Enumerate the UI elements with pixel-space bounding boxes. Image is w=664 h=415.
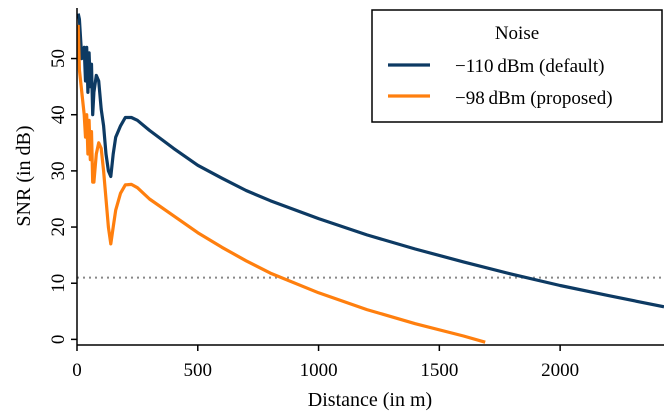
x-tick-label: 500	[184, 360, 213, 381]
x-axis-title: Distance (in m)	[308, 389, 432, 411]
y-tick-label: 50	[48, 49, 69, 68]
tick-labels: 0 500 1000 1500 2000 0 10 20 30 40 50	[48, 49, 579, 381]
y-axis-title: SNR (in dB)	[13, 125, 35, 226]
legend: Noise −110 dBm (default) −98 dBm (propos…	[371, 9, 663, 123]
x-tick-label: 0	[72, 360, 82, 381]
axes	[76, 8, 664, 346]
series-line-proposed	[77, 24, 486, 344]
legend-entry-default: −110 dBm (default)	[455, 56, 604, 77]
y-tick-label: 40	[48, 105, 69, 124]
y-tick-label: 20	[48, 218, 69, 237]
legend-entry-proposed: −98 dBm (proposed)	[455, 88, 613, 109]
y-tick-label: 30	[48, 161, 69, 180]
legend-title: Noise	[495, 23, 539, 44]
x-tick-label: 1000	[300, 360, 338, 381]
series-line-default	[77, 13, 664, 309]
x-tick-label: 1500	[420, 360, 458, 381]
y-tick-label: 0	[48, 335, 69, 345]
x-tick-label: 2000	[541, 360, 579, 381]
series-lines	[77, 13, 664, 344]
y-tick-label: 10	[48, 274, 69, 293]
